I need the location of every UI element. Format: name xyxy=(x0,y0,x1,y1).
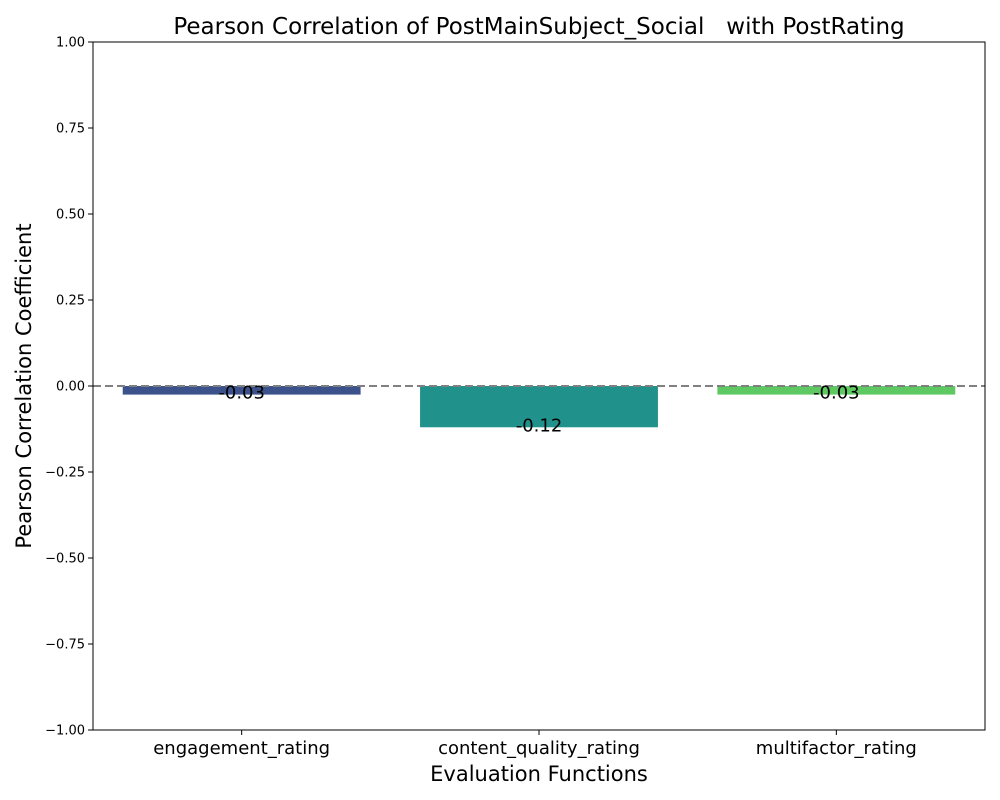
x-tick-label-multifactor_rating: multifactor_rating xyxy=(756,738,917,759)
y-tick-label: 0.00 xyxy=(56,380,85,395)
bar-engagement_rating xyxy=(122,386,361,395)
bars-group xyxy=(122,386,956,428)
y-tick-label: 0.75 xyxy=(56,122,85,137)
data-label-engagement_rating: -0.03 xyxy=(218,383,265,404)
y-tick-label: −1.00 xyxy=(45,724,85,739)
y-tick-label: −0.25 xyxy=(45,466,85,481)
data-label-content_quality_rating: -0.12 xyxy=(516,415,563,436)
x-axis-label: Evaluation Functions xyxy=(430,762,648,786)
y-tick-label: 0.25 xyxy=(56,294,85,309)
y-tick-label: −0.50 xyxy=(45,552,85,567)
chart-title: Pearson Correlation of PostMainSubject_S… xyxy=(173,14,904,40)
x-tick-label-content_quality_rating: content_quality_rating xyxy=(438,738,640,759)
data-label-multifactor_rating: -0.03 xyxy=(813,383,860,404)
plot-area: −1.00 −0.75 −0.50 −0.25 0.00 0.25 0.50 0.75 1.00… xyxy=(45,36,986,759)
data-labels-group: -0.03 -0.12 -0.03 xyxy=(218,383,859,437)
x-tick-label-engagement_rating: engagement_rating xyxy=(153,738,330,759)
bar-content_quality_rating xyxy=(420,386,658,428)
bar-multifactor_rating xyxy=(717,386,956,395)
y-tick-label: 1.00 xyxy=(56,36,85,51)
y-tick-label: −0.75 xyxy=(45,638,85,653)
y-tick-label: 0.50 xyxy=(56,208,85,223)
y-axis-ticks: −1.00 −0.75 −0.50 −0.25 0.00 0.25 0.50 0.75 1.00 xyxy=(45,36,93,739)
x-axis-ticks: engagement_rating content_quality_rating m… xyxy=(153,730,917,759)
y-axis-label: Pearson Correlation Coefficient xyxy=(12,223,36,548)
